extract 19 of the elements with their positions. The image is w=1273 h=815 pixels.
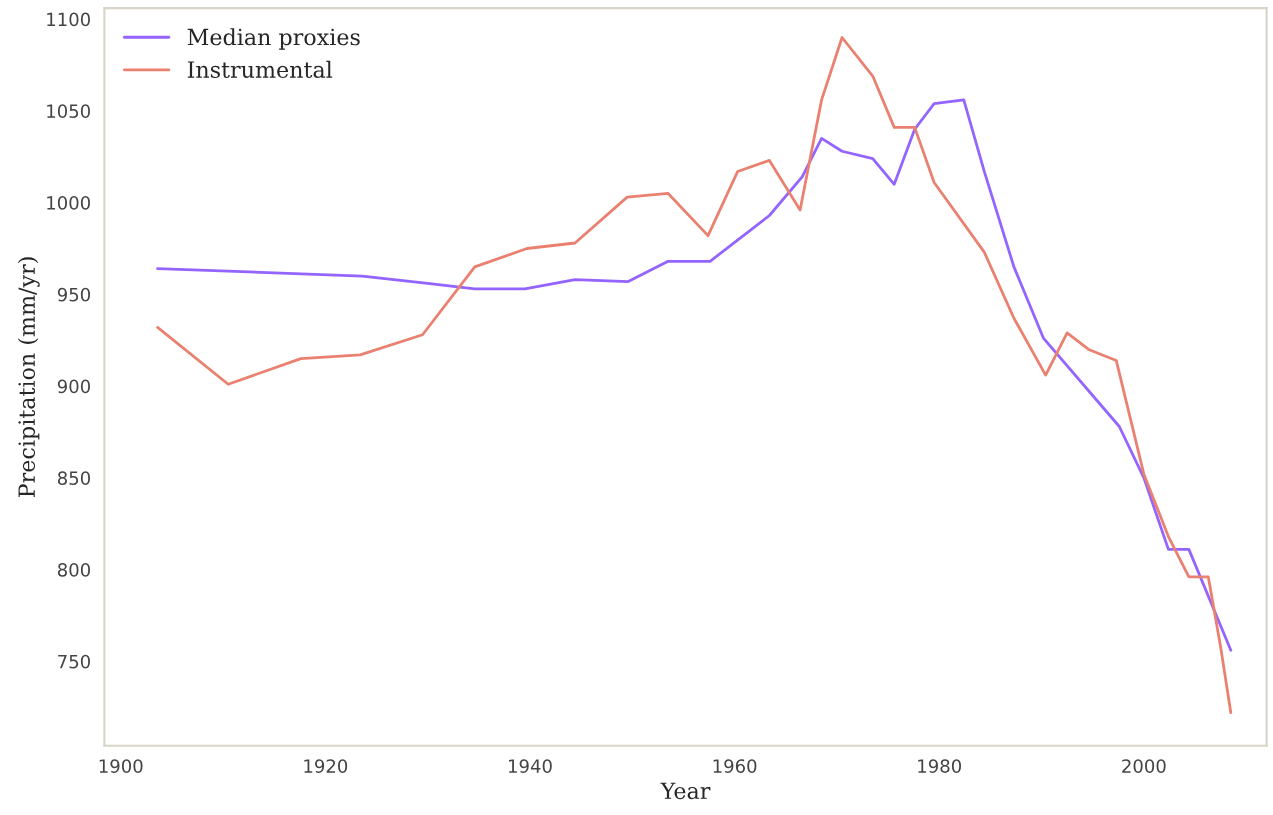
x-tick-label: 1920 <box>304 759 348 773</box>
y-tick-label: 800 <box>57 563 90 577</box>
legend-label: Median proxies <box>187 28 360 50</box>
x-tick-label: 1940 <box>509 759 552 773</box>
y-tick-label: 850 <box>57 471 90 485</box>
y-tick-label: 900 <box>57 379 90 394</box>
line-series <box>156 98 1233 652</box>
y-tick-label: 1100 <box>47 12 90 27</box>
y-tick-label: 1000 <box>47 196 90 210</box>
x-axis-title: Year <box>660 782 711 800</box>
y-tick-label: 1050 <box>47 104 90 119</box>
y-tick-label: 950 <box>57 287 90 302</box>
legend-label: Instrumental <box>187 60 333 78</box>
x-tick-label: 2000 <box>1122 759 1166 773</box>
y-axis-title: Precipitation (mm/yr) <box>17 257 40 498</box>
y-tick-label: 750 <box>58 654 90 669</box>
x-tick-label: 1960 <box>713 759 757 773</box>
x-tick-label: 1980 <box>918 759 962 773</box>
x-tick-label: 1900 <box>99 759 143 773</box>
